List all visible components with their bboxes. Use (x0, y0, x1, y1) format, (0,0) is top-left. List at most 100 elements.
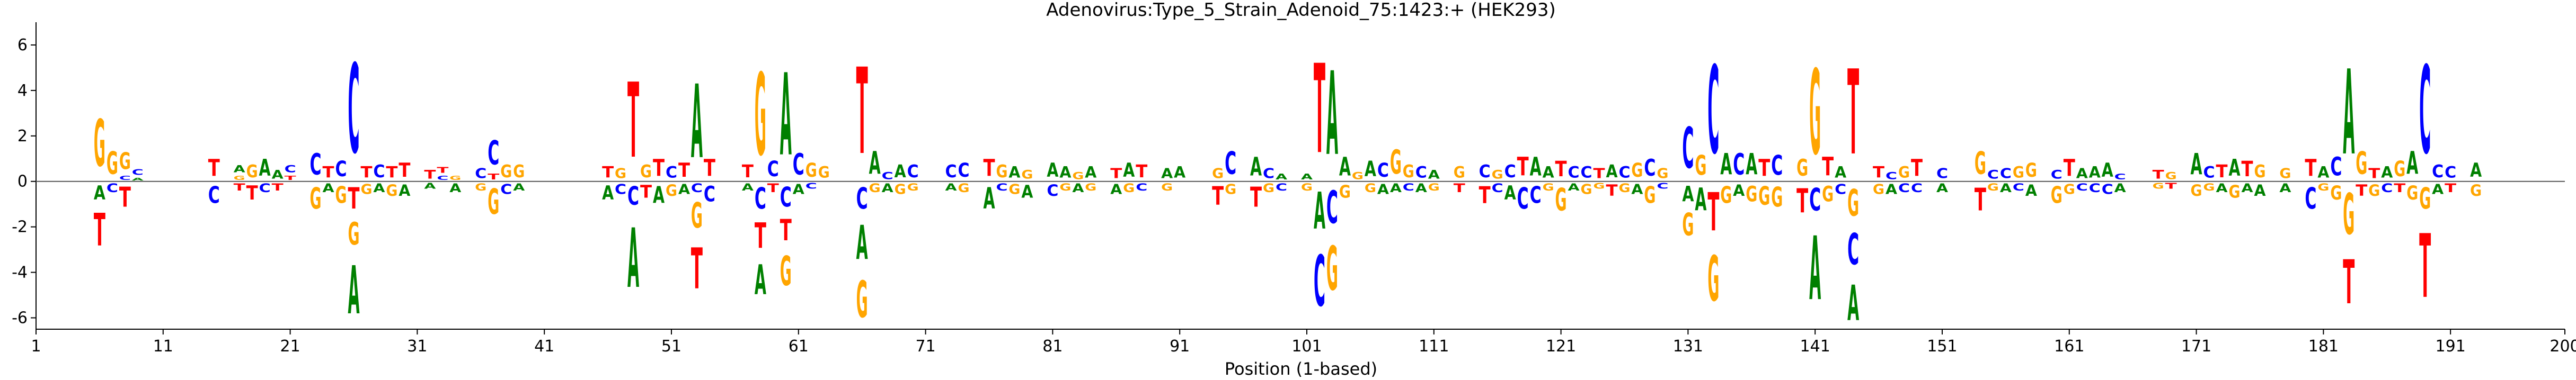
logo-letter-C: C (119, 175, 131, 182)
logo-letter-A: A (2432, 182, 2444, 197)
logo-letter-A: A (895, 161, 906, 182)
logo-letter-G: G (2254, 161, 2265, 182)
logo-letter-G: G (1822, 182, 1834, 207)
logo-letter-C: C (882, 170, 893, 181)
logo-letter-G: G (1085, 182, 1096, 193)
logo-letter-G: G (2394, 157, 2405, 182)
logo-letter-G: G (666, 182, 677, 200)
logo-letter-A: A (424, 182, 436, 191)
logo-letter-G: G (2317, 182, 2329, 193)
logo-letter-C: C (2419, 41, 2431, 182)
logo-letter-G: G (691, 195, 703, 236)
logo-letter-A: A (1276, 173, 1288, 182)
logo-letter-T: T (94, 205, 105, 257)
logo-letter-A: A (983, 182, 995, 216)
x-tick-label: 151 (1927, 337, 1957, 356)
logo-letter-A: A (1720, 148, 1732, 182)
logo-letter-G: G (1771, 182, 1783, 213)
logo-letter-C: C (259, 182, 271, 195)
logo-letter-T: T (386, 164, 397, 182)
logo-letter-A: A (1250, 153, 1262, 182)
logo-letter-A: A (2089, 163, 2101, 182)
logo-letter-T: T (2356, 182, 2367, 200)
logo-letter-C: C (107, 182, 118, 195)
logo-letter-C: C (1771, 150, 1783, 182)
logo-letter-T: T (1454, 182, 1465, 195)
logo-letter-T: T (285, 175, 297, 182)
logo-letter-A: A (1936, 182, 1948, 195)
x-tick-label: 111 (1419, 337, 1449, 356)
logo-letter-A: A (2381, 163, 2393, 182)
logo-letter-T: T (1479, 182, 1491, 209)
logo-letter-G: G (1796, 154, 1808, 182)
logo-letter-A: A (513, 182, 525, 193)
logo-letter-T: T (767, 182, 779, 195)
logo-letter-G: G (1365, 182, 1376, 195)
logo-letter-T: T (1593, 166, 1605, 182)
logo-letter-C: C (755, 182, 766, 215)
logo-letter-G: G (475, 182, 486, 193)
logo-letter-T: T (2241, 157, 2253, 182)
logo-letter-G: G (2025, 159, 2037, 182)
logo-letter-A: A (2025, 182, 2038, 200)
logo-letter-G: G (310, 182, 322, 216)
x-tick-label: 1 (31, 337, 41, 356)
logo-letter-T: T (348, 182, 359, 216)
y-tick-label: -2 (12, 218, 28, 237)
logo-letter-T: T (2064, 155, 2076, 182)
logo-letter-A: A (1072, 182, 1084, 195)
chart-title: Adenovirus:Type_5_Strain_Adenoid_75:1423… (1046, 0, 1556, 21)
logo-letter-G: G (2064, 182, 2075, 197)
logo-letter-A: A (2470, 158, 2482, 182)
logo-letter-A: A (1110, 182, 1122, 197)
logo-letter-G: G (2330, 182, 2342, 204)
logo-letter-A: A (780, 50, 792, 181)
logo-letter-A: A (94, 181, 106, 204)
x-tick-label: 171 (2181, 337, 2211, 356)
logo-letter-C: C (1657, 182, 1668, 191)
logo-letter-A: A (1326, 49, 1338, 182)
logo-letter-A: A (1415, 182, 1427, 195)
logo-letter-C: C (1733, 148, 1745, 182)
logo-letter-C: C (2445, 164, 2456, 182)
logo-letter-G: G (1809, 46, 1821, 182)
logo-letter-G: G (1403, 161, 1414, 182)
logo-letter-A: A (678, 182, 690, 197)
logo-letter-G: G (1644, 182, 1656, 209)
logo-letter-C: C (1403, 182, 1414, 193)
x-tick-label: 101 (1291, 337, 1322, 356)
logo-letter-G: G (907, 182, 919, 193)
logo-letter-T: T (323, 164, 334, 182)
logo-letter-T: T (755, 216, 766, 257)
logo-letter-C: C (691, 182, 703, 195)
logo-letter-A: A (1123, 158, 1135, 182)
logo-letter-G: G (1161, 182, 1173, 193)
logo-letter-C: C (373, 162, 385, 182)
logo-letter-C: C (1568, 164, 1580, 182)
logo-letter-G: G (1555, 182, 1567, 218)
logo-letter-A: A (1059, 163, 1072, 182)
logo-letter-T: T (1606, 182, 1617, 200)
logo-letter-C: C (1492, 182, 1503, 195)
logo-letter-A: A (2000, 182, 2012, 195)
y-tick-label: -4 (12, 264, 28, 282)
logo-letter-A: A (1008, 163, 1021, 182)
logo-letter-T: T (272, 182, 284, 193)
logo-letter-G: G (1631, 159, 1643, 182)
logo-letter-T: T (360, 164, 372, 182)
logo-letter-T: T (1822, 152, 1834, 182)
logo-letter-A: A (945, 182, 958, 193)
logo-letter-A: A (856, 216, 868, 270)
logo-letter-C: C (1644, 154, 1656, 181)
logo-letter-C: C (907, 162, 919, 182)
logo-letter-C: C (1326, 182, 1338, 234)
logo-letter-A: A (272, 168, 284, 182)
logo-letter-T: T (780, 213, 792, 248)
logo-letter-C: C (310, 148, 322, 182)
logo-letter-G: G (2470, 182, 2482, 200)
logo-letter-A: A (1377, 182, 1389, 197)
logo-letter-A: A (2317, 163, 2330, 182)
logo-letter-A: A (2343, 46, 2354, 182)
logo-letter-G: G (805, 159, 817, 182)
logo-letter-T: T (1796, 182, 1808, 220)
